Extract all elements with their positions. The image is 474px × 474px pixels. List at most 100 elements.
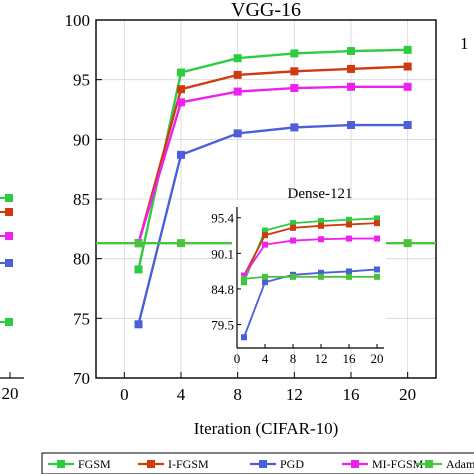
inset-data-point-3 xyxy=(318,269,324,276)
inset-data-point-3 xyxy=(318,222,324,229)
inset-data-point-2 xyxy=(290,273,296,280)
legend-label: PGD xyxy=(280,457,304,471)
inset-data-point-0 xyxy=(241,279,247,286)
data-point-2 xyxy=(233,54,242,63)
inset-chart-title: Dense-121 xyxy=(288,186,353,202)
data-point-5 xyxy=(403,239,412,248)
inset-series-line xyxy=(243,222,378,276)
data-point-5 xyxy=(403,62,412,71)
main-x-ticks: 0 4 8 12 16 20 xyxy=(120,372,416,404)
legend-item-adam-: Adam- xyxy=(416,457,474,471)
legend-marker xyxy=(425,460,433,468)
legend-item-i-fgsm: I-FGSM xyxy=(138,457,209,471)
legend-marker xyxy=(147,460,155,468)
left-legend-marker-2 xyxy=(5,232,13,240)
inset-x-tick-label-0: 0 xyxy=(234,351,241,366)
inset-x-tick-label-3: 12 xyxy=(315,351,328,366)
inset-data-point-3 xyxy=(318,273,324,280)
data-point-2 xyxy=(233,87,242,96)
data-point-2 xyxy=(233,70,242,79)
data-point-1 xyxy=(177,150,185,159)
series-fgsm xyxy=(134,45,412,274)
data-point-3 xyxy=(290,49,299,58)
main-x-tick-label-4: 16 xyxy=(343,385,360,404)
data-point-1 xyxy=(177,68,185,77)
inset-data-point-5 xyxy=(374,215,380,222)
data-point-4 xyxy=(347,47,355,56)
main-x-axis-label: Iteration (CIFAR-10) xyxy=(194,419,339,438)
left-panel-fragment: 20 xyxy=(0,194,24,403)
inset-data-point-0 xyxy=(241,272,247,279)
inset-x-tick-label-2: 8 xyxy=(290,351,297,366)
inset-series xyxy=(241,215,380,341)
inset-y-tick-label-2: 90.1 xyxy=(211,246,234,261)
main-x-tick-label-3: 12 xyxy=(286,385,303,404)
inset-series-line xyxy=(243,237,377,276)
inset-data-point-4 xyxy=(346,268,352,275)
data-point-0 xyxy=(134,320,143,329)
inset-x-tick-label-1: 4 xyxy=(262,351,269,366)
series-line xyxy=(137,85,408,244)
main-y-tick-label-5: 95 xyxy=(73,71,90,90)
data-point-2 xyxy=(233,129,242,138)
data-point-3 xyxy=(290,84,299,93)
inset-data-point-4 xyxy=(346,221,352,228)
inset-series-line xyxy=(243,275,377,280)
legend-marker xyxy=(259,460,267,468)
inset-chart: 79.5 84.8 90.1 95.4 0 4 8 12 16 20 Dense-121 xyxy=(211,186,386,366)
legend-item-pgd: PGD xyxy=(250,457,304,471)
data-point-1 xyxy=(177,98,185,107)
inset-x-tick-label-5: 20 xyxy=(371,351,384,366)
inset-data-point-0 xyxy=(241,275,247,282)
inset-data-point-1 xyxy=(262,232,268,239)
inset-series-mi-fgsm xyxy=(241,235,380,279)
series-pgd xyxy=(134,121,412,329)
main-x-tick-label-2: 8 xyxy=(233,385,242,404)
data-point-5 xyxy=(403,121,412,130)
data-point-4 xyxy=(347,121,355,130)
inset-y-tick-label-0: 79.5 xyxy=(211,318,234,333)
data-point-5 xyxy=(403,45,412,54)
inset-data-point-1 xyxy=(262,273,268,280)
data-point-4 xyxy=(347,64,355,73)
main-x-tick-label-0: 0 xyxy=(120,385,129,404)
data-point-0 xyxy=(134,265,143,274)
main-y-tick-label-1: 75 xyxy=(73,309,90,328)
legend-label: I-FGSM xyxy=(168,457,209,471)
inset-data-point-5 xyxy=(374,266,380,273)
main-x-tick-label-5: 20 xyxy=(399,385,416,404)
inset-data-point-1 xyxy=(262,227,268,234)
inset-data-point-2 xyxy=(290,237,296,244)
inset-data-point-5 xyxy=(374,220,380,227)
left-panel-x-tick-20: 20 xyxy=(2,384,19,403)
inset-data-point-4 xyxy=(346,235,352,242)
inset-x-tick-label-4: 16 xyxy=(343,351,357,366)
main-chart-title: VGG-16 xyxy=(231,0,301,21)
inset-data-point-2 xyxy=(290,220,296,227)
series-line xyxy=(137,48,408,270)
legend-label: MI-FGSM xyxy=(372,457,424,471)
legend-label: Adam- xyxy=(446,457,474,471)
inset-data-point-3 xyxy=(318,236,324,243)
inset-y-ticks: 79.5 84.8 90.1 95.4 xyxy=(211,211,241,333)
legend-label: FGSM xyxy=(78,457,111,471)
legend-marker xyxy=(57,460,65,468)
right-edge-label: 1 xyxy=(460,34,469,53)
legend: FGSM I-FGSM PGD MI-FGSM Adam- xyxy=(41,452,474,474)
inset-data-point-1 xyxy=(262,279,268,286)
data-point-0 xyxy=(134,239,143,248)
data-point-1 xyxy=(177,239,185,248)
inset-y-tick-label-1: 84.8 xyxy=(211,282,234,297)
series-line xyxy=(137,65,408,244)
main-y-tick-label-6: 100 xyxy=(65,11,91,30)
main-y-tick-label-4: 90 xyxy=(73,130,90,149)
data-point-3 xyxy=(290,123,299,132)
legend-marker xyxy=(351,460,359,468)
main-y-tick-label-3: 85 xyxy=(73,190,90,209)
inset-series-line xyxy=(243,217,378,283)
inset-x-ticks: 0 4 8 12 16 20 xyxy=(234,344,384,366)
inset-y-tick-label-3: 95.4 xyxy=(211,211,234,226)
main-y-tick-label-2: 80 xyxy=(73,250,90,269)
inset-data-point-4 xyxy=(346,216,352,223)
inset-data-point-5 xyxy=(374,235,380,242)
